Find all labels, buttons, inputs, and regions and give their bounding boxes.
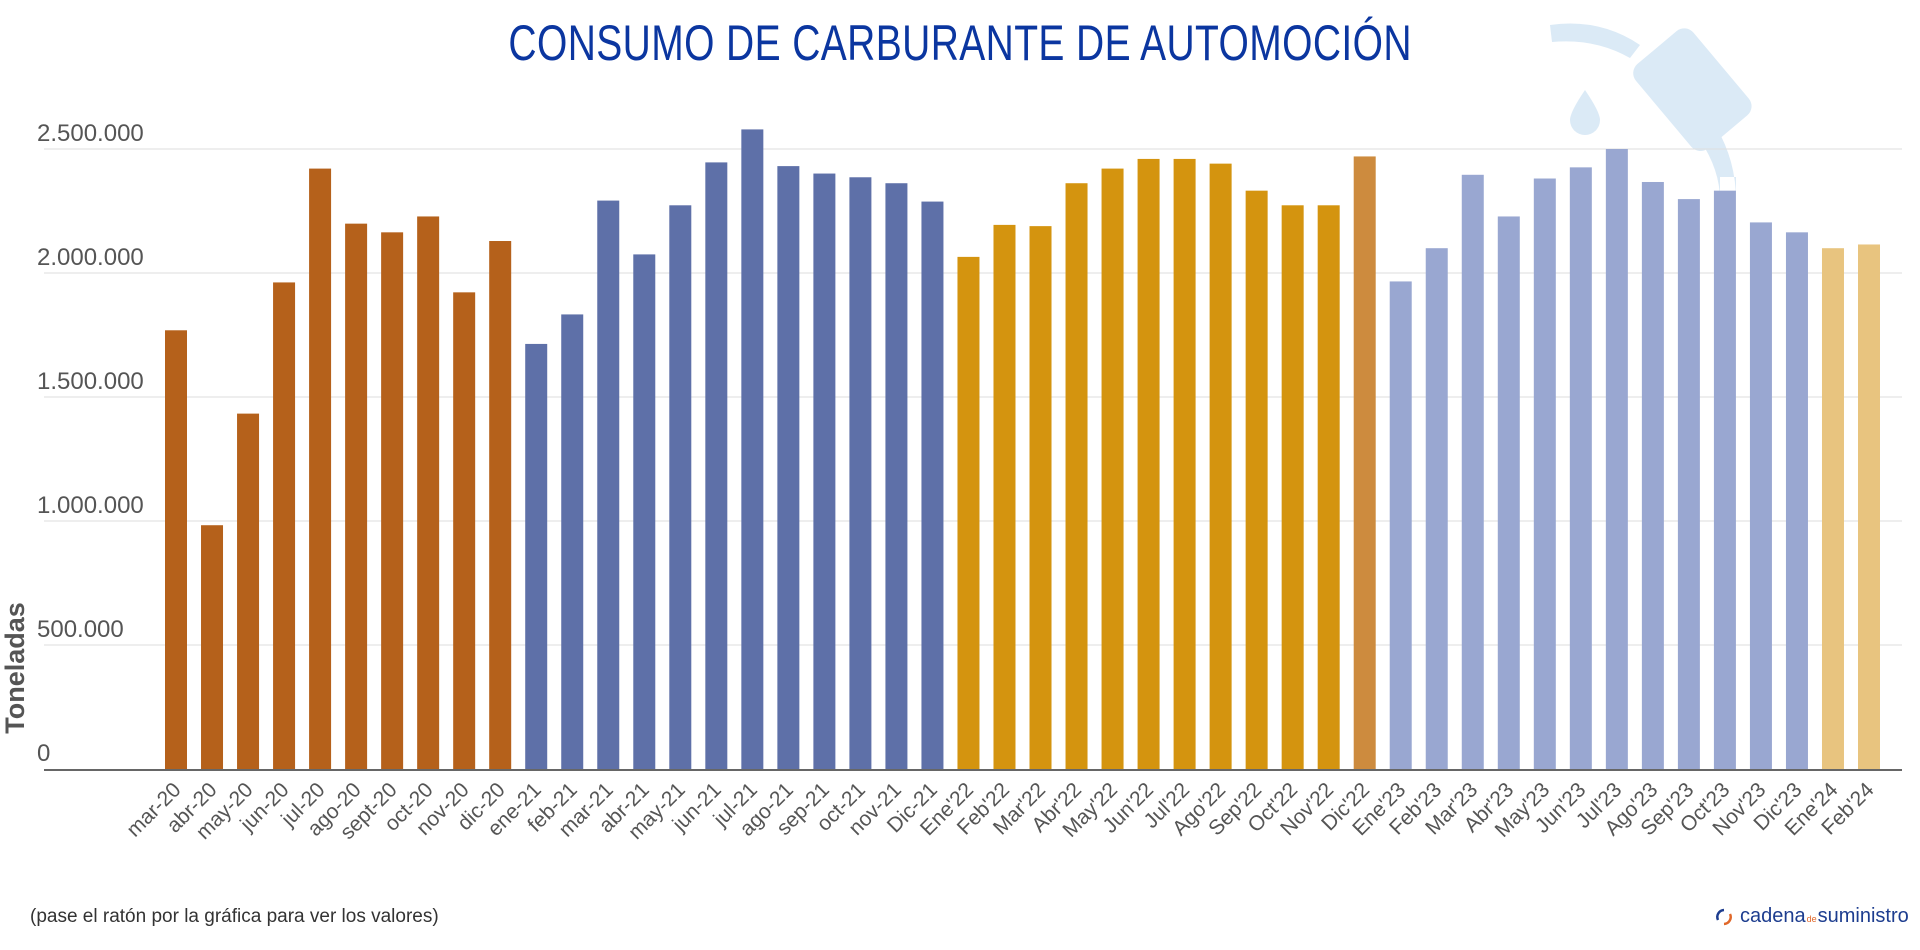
- bar-ago-21[interactable]: [777, 166, 800, 769]
- bar-Jul'23[interactable]: [1605, 149, 1628, 769]
- y-tick-label: 0: [37, 740, 50, 767]
- y-axis-label: Toneladas: [0, 602, 30, 734]
- bar-jul-21[interactable]: [741, 129, 764, 769]
- bar-jun-20[interactable]: [273, 282, 296, 769]
- fuel-nozzle-watermark-icon: [1550, 23, 1752, 200]
- bar-Feb'24[interactable]: [1858, 244, 1880, 770]
- bar-Abr'22[interactable]: [1065, 183, 1088, 769]
- y-tick-label: 500.000: [37, 616, 124, 643]
- bar-Nov'22[interactable]: [1317, 205, 1340, 769]
- bar-Oct'23[interactable]: [1713, 190, 1736, 769]
- bar-Jul'22[interactable]: [1173, 158, 1196, 770]
- bar-Ago'22[interactable]: [1209, 163, 1232, 769]
- bar-abr-21[interactable]: [633, 254, 656, 769]
- bar-may-21[interactable]: [669, 205, 692, 769]
- bar-Ene'22[interactable]: [957, 256, 980, 769]
- bar-Ene'23[interactable]: [1389, 281, 1412, 769]
- bar-feb-21[interactable]: [561, 314, 584, 769]
- bar-dic-20[interactable]: [489, 241, 512, 769]
- bar-may-20[interactable]: [237, 413, 260, 769]
- bar-mar-21[interactable]: [597, 200, 620, 770]
- y-tick-label: 1.500.000: [37, 368, 144, 395]
- bar-Jun'23[interactable]: [1569, 167, 1592, 770]
- cadena-de-suministro-logo[interactable]: cadenadesuministro: [1714, 905, 1909, 928]
- bar-May'23[interactable]: [1533, 178, 1556, 770]
- bar-oct-21[interactable]: [849, 177, 872, 770]
- hover-hint: (pase el ratón por la gráfica para ver l…: [30, 906, 439, 927]
- bar-Mar'23[interactable]: [1461, 174, 1484, 770]
- bar-abr-20[interactable]: [201, 525, 224, 769]
- bar-ago-20[interactable]: [345, 223, 368, 769]
- bar-Mar'22[interactable]: [1029, 226, 1052, 770]
- bar-Nov'23[interactable]: [1749, 222, 1772, 769]
- bar-mar-20[interactable]: [165, 330, 187, 769]
- bar-jul-20[interactable]: [309, 168, 332, 770]
- bar-Dic-21[interactable]: [921, 201, 944, 770]
- refresh-arrows-logo-icon: [1716, 908, 1732, 925]
- bar-Feb'23[interactable]: [1425, 248, 1448, 769]
- bar-Oct'22[interactable]: [1281, 205, 1304, 769]
- chart-title-wrap: CONSUMO DE CARBURANTE DE AUTOMOCIÓN: [0, 14, 1920, 72]
- bar-Dic'23[interactable]: [1785, 232, 1808, 769]
- bar-Dic'22[interactable]: [1353, 156, 1376, 769]
- bar-Feb'22[interactable]: [993, 224, 1016, 769]
- bar-Sep'22[interactable]: [1245, 190, 1268, 769]
- bar-Jun'22[interactable]: [1137, 158, 1160, 770]
- bar-sept-20[interactable]: [381, 232, 404, 769]
- y-tick-label: 1.000.000: [37, 492, 144, 519]
- bar-Ene'24[interactable]: [1821, 248, 1844, 769]
- bar-jun-21[interactable]: [705, 162, 728, 770]
- bar-Sep'23[interactable]: [1677, 199, 1700, 769]
- bar-May'22[interactable]: [1101, 168, 1124, 770]
- logo-text: cadenadesuministro: [1740, 905, 1909, 927]
- bar-sep-21[interactable]: [813, 173, 836, 769]
- bar-nov-21[interactable]: [885, 183, 908, 769]
- bar-ene-21[interactable]: [525, 343, 548, 769]
- chart-title: CONSUMO DE CARBURANTE DE AUTOMOCIÓN: [508, 15, 1412, 71]
- bar-oct-20[interactable]: [417, 216, 440, 769]
- bar-nov-20[interactable]: [453, 292, 476, 769]
- bar-Ago'23[interactable]: [1641, 181, 1664, 769]
- y-tick-label: 2.500.000: [37, 120, 144, 147]
- y-tick-label: 2.000.000: [37, 244, 144, 271]
- bar-Abr'23[interactable]: [1497, 216, 1520, 769]
